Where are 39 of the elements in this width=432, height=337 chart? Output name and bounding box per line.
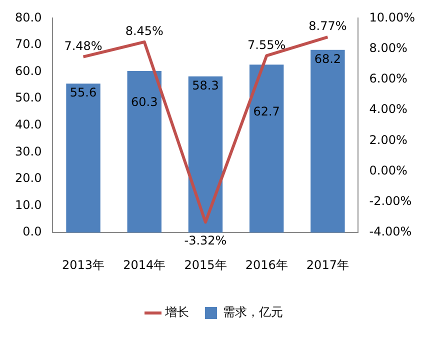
- y2-tick-label: 2.00%: [369, 132, 408, 147]
- y-tick-label: 40.0: [15, 118, 42, 132]
- legend-label: 增长: [164, 305, 189, 320]
- data-label: 55.6: [70, 86, 97, 100]
- y2-tick-label: -4.00%: [369, 224, 412, 239]
- y-tick-label: 80.0: [15, 10, 42, 24]
- bar: [249, 64, 284, 233]
- data-label: -3.32%: [184, 234, 227, 248]
- y-tick-label: 70.0: [15, 37, 42, 52]
- x-tick-label: 2015年: [184, 258, 227, 272]
- x-tick-label: 2013年: [62, 258, 105, 272]
- legend-label: 需求，亿元: [223, 305, 283, 320]
- x-tick-label: 2016年: [245, 258, 288, 272]
- y2-tick-label: 4.00%: [369, 102, 408, 116]
- y2-tick-label: 8.00%: [369, 40, 408, 55]
- bar: [127, 70, 162, 233]
- y2-tick-label: 6.00%: [369, 72, 408, 86]
- y-tick-label: 20.0: [15, 171, 42, 186]
- y-tick-label: 0.0: [22, 224, 42, 239]
- y-tick-label: 50.0: [15, 90, 42, 105]
- y2-tick-label: -2.00%: [369, 194, 412, 208]
- data-label: 68.2: [314, 52, 342, 66]
- bar: [188, 76, 223, 233]
- x-tick-label: 2014年: [123, 258, 166, 272]
- bar: [310, 50, 345, 233]
- data-label: 58.3: [192, 78, 219, 92]
- data-label: 7.48%: [64, 38, 102, 53]
- y-tick-label: 30.0: [15, 144, 42, 158]
- data-label: 7.55%: [248, 38, 286, 52]
- y-tick-label: 10.0: [15, 198, 42, 212]
- y2-tick-label: 10.00%: [369, 10, 416, 24]
- bar: [66, 84, 100, 233]
- data-label: 8.77%: [308, 19, 347, 34]
- data-label: 8.45%: [125, 24, 164, 38]
- x-tick-label: 2017年: [306, 258, 349, 272]
- data-label: 62.7: [253, 104, 280, 119]
- y2-tick-label: 0.00%: [369, 163, 408, 178]
- y-tick-label: 60.0: [15, 64, 42, 78]
- data-label: 60.3: [131, 95, 158, 110]
